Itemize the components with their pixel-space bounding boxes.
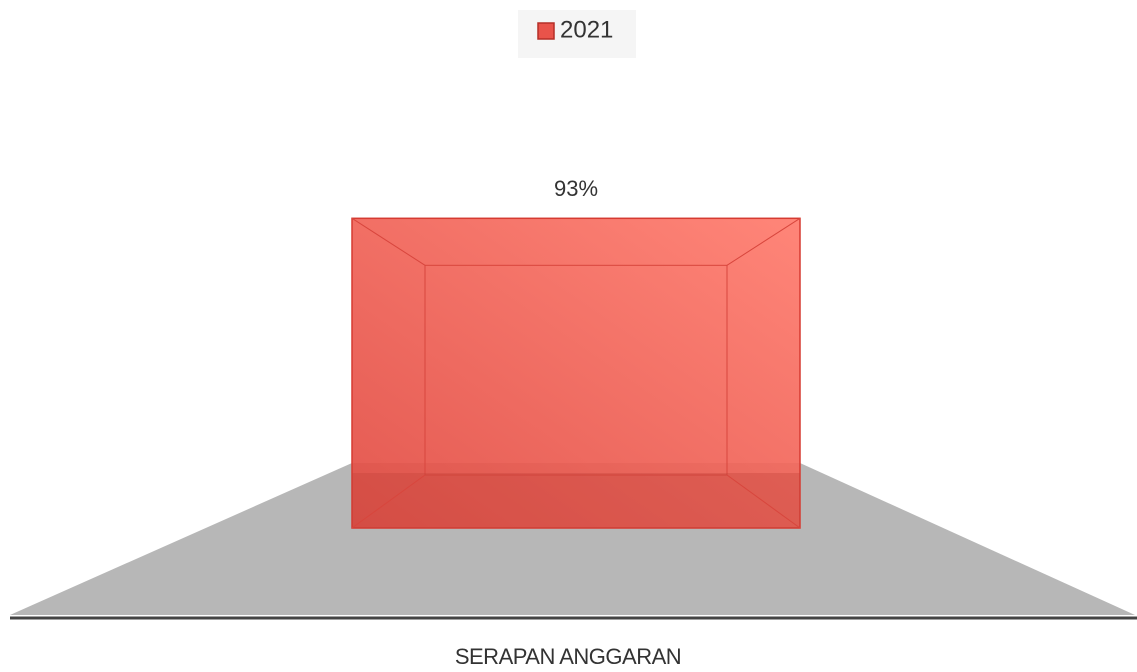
x-tick-label: SERAPAN ANGGARAN xyxy=(455,644,681,669)
bar-edge xyxy=(351,474,426,529)
bar-back xyxy=(424,264,728,476)
bar-face xyxy=(351,217,801,529)
bar-edge xyxy=(726,217,801,266)
legend-label: 2021 xyxy=(560,16,613,43)
bar xyxy=(351,217,801,529)
value-label: 93% xyxy=(554,176,598,201)
bar-edge xyxy=(726,474,801,529)
bar-bottom xyxy=(352,473,800,528)
legend-swatch xyxy=(537,22,555,40)
bar-edge xyxy=(351,217,426,266)
floor xyxy=(10,463,1135,615)
